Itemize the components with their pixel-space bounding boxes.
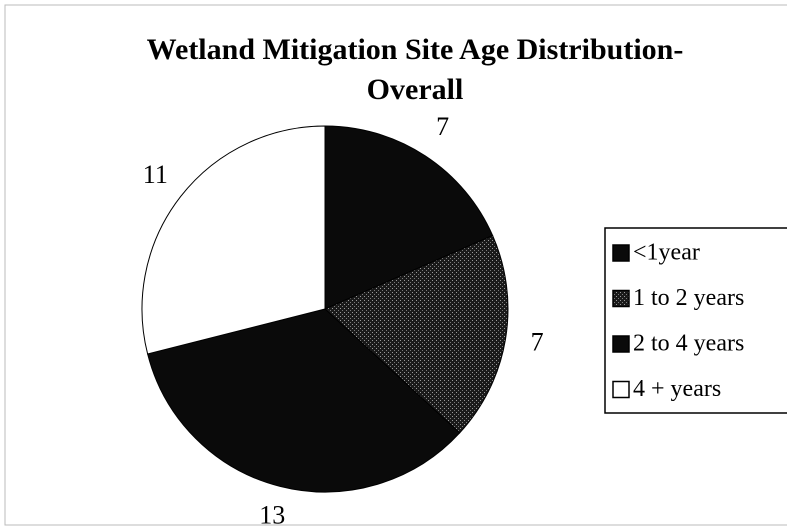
data-label: 13 [259,500,285,528]
pie-slice [324,234,509,434]
legend-swatch [612,289,630,308]
legend-swatch [612,380,630,399]
chart-border [4,4,787,526]
legend-label: 4 + years [633,376,721,402]
data-label: 7 [436,112,449,141]
legend-label: <1year [633,240,700,266]
legend-swatch [612,335,630,353]
pie-slice [141,125,326,355]
legend-box [604,227,787,414]
chart-title: Wetland Mitigation Site Age Distribution… [146,33,684,106]
pie-slice [146,308,461,493]
data-label: 7 [531,327,544,356]
legend-swatch [612,244,630,262]
data-label: 11 [143,160,168,189]
legend-label: 2 to 4 years [633,331,744,357]
legend-label: 1 to 2 years [633,285,744,311]
pie-slice [324,125,494,310]
